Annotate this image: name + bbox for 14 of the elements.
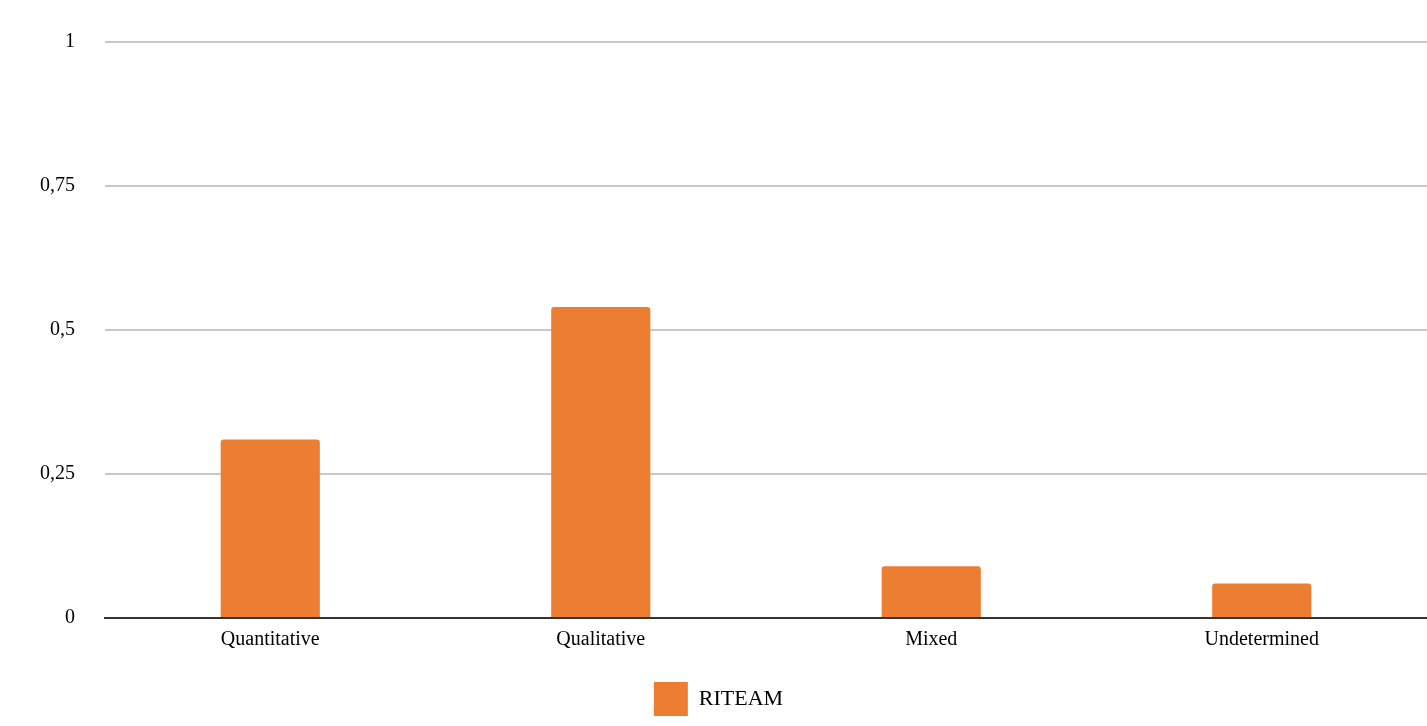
y-tick-label: 0 [65,605,75,628]
bar [220,439,320,617]
legend-label: RITEAM [698,684,784,710]
x-tick-label: Qualitative [556,627,646,650]
x-tick-label: Undetermined [1204,627,1319,650]
x-tick-label: Quantitative [220,627,320,650]
x-tick-label: Mixed [905,627,958,650]
y-tick-label: 0,25 [40,461,75,484]
bar [881,566,981,617]
y-tick-label: 0,5 [50,317,75,340]
bar [1212,583,1312,617]
y-tick-label: 0,75 [40,173,75,196]
y-tick-label: 1 [65,29,75,52]
bar [551,306,651,617]
